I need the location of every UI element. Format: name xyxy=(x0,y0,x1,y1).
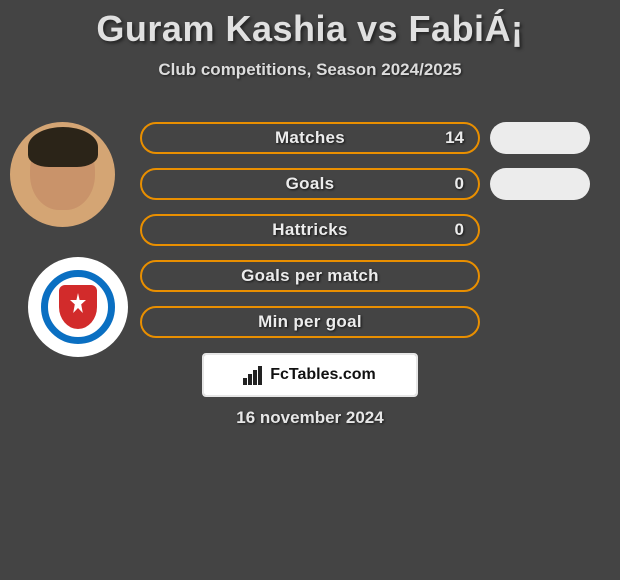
stat-pill xyxy=(490,122,590,154)
stat-bar: Goals 0 xyxy=(140,168,480,200)
stat-row: Min per goal xyxy=(140,306,480,338)
stat-value: 0 xyxy=(455,220,464,240)
stat-row: Goals per match xyxy=(140,260,480,292)
season-subtitle: Club competitions, Season 2024/2025 xyxy=(0,60,620,80)
brand-box[interactable]: FcTables.com xyxy=(202,353,418,397)
club-badge xyxy=(28,257,128,357)
stat-bar: Goals per match xyxy=(140,260,480,292)
stat-bar: Matches 14 xyxy=(140,122,480,154)
stat-row: Hattricks 0 xyxy=(140,214,480,246)
stat-label: Min per goal xyxy=(258,312,362,332)
stat-label: Matches xyxy=(275,128,345,148)
stat-pills-right xyxy=(490,122,605,352)
brand-box-inner: FcTables.com xyxy=(204,355,416,395)
stat-label: Hattricks xyxy=(272,220,347,240)
stat-bar: Hattricks 0 xyxy=(140,214,480,246)
snapshot-date: 16 november 2024 xyxy=(0,408,620,428)
stat-row: Goals 0 xyxy=(140,168,480,200)
stat-bars: Matches 14 Goals 0 Hattricks 0 Goals per match… xyxy=(140,122,480,352)
club-crest-icon xyxy=(59,285,97,329)
fctables-logo-icon xyxy=(242,365,264,385)
stat-label: Goals xyxy=(286,174,335,194)
stat-row: Matches 14 xyxy=(140,122,480,154)
comparison-card: Guram Kashia vs FabiÁ¡ Club competitions… xyxy=(0,0,620,580)
avatar-column xyxy=(8,122,123,357)
stat-bar: Min per goal xyxy=(140,306,480,338)
stat-value: 14 xyxy=(445,128,464,148)
stat-pill xyxy=(490,168,590,200)
player-avatar xyxy=(10,122,115,227)
stat-value: 0 xyxy=(455,174,464,194)
page-title: Guram Kashia vs FabiÁ¡ xyxy=(0,0,620,50)
brand-text: FcTables.com xyxy=(268,366,378,384)
club-badge-ring xyxy=(41,270,115,344)
stat-label: Goals per match xyxy=(241,266,379,286)
